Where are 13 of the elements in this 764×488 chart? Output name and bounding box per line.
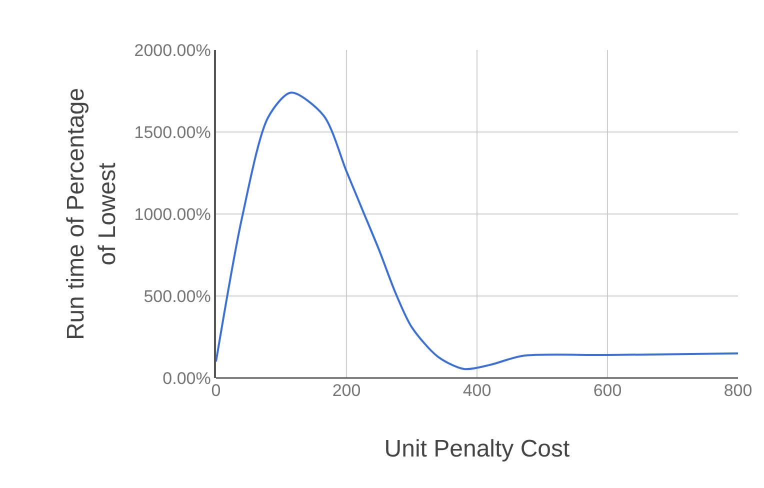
y-tick-label: 1000.00%: [134, 204, 211, 224]
x-axis-title: Unit Penalty Cost: [384, 435, 570, 462]
x-tick-label: 0: [211, 381, 221, 400]
line-series: [216, 92, 738, 370]
y-tick-label: 2000.00%: [134, 40, 211, 60]
x-tick-label: 400: [462, 381, 492, 400]
y-axis-title: Run time of Percentage of Lowest: [62, 88, 121, 340]
y-tick-label: 1500.00%: [134, 122, 211, 142]
x-tick-label: 200: [332, 381, 361, 400]
x-tick-label: 600: [593, 381, 622, 400]
y-tick-label: 0.00%: [162, 368, 211, 388]
x-tick-label: 800: [724, 381, 752, 400]
y-tick-label: 500.00%: [144, 286, 211, 306]
